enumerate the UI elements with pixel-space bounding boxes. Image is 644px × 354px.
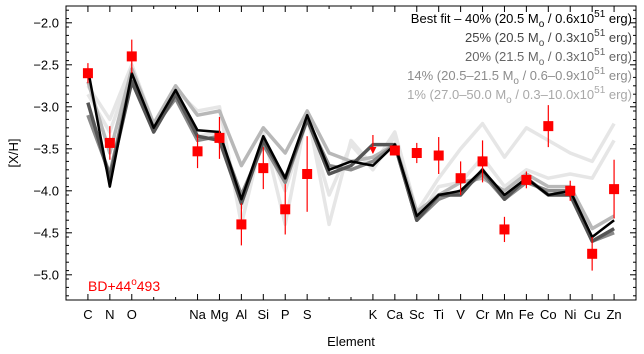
legend-text: erg) — [605, 11, 632, 26]
x-tick-label-C: C — [83, 307, 92, 322]
x-tick-label-Cu: Cu — [584, 307, 601, 322]
data-point-7 — [280, 204, 291, 215]
x-tick-label-Si: Si — [258, 307, 270, 322]
y-tick-label: −3.0 — [33, 99, 59, 114]
legend-entry-0: Best fit – 40% (20.5 Mo / 0.6x1051 erg) — [411, 9, 632, 30]
data-point-19 — [587, 248, 598, 259]
x-tick-label-Mn: Mn — [495, 307, 513, 322]
x-tick-label-Ca: Ca — [387, 307, 404, 322]
legend-text: 1% (27.0–50.0 M — [407, 87, 506, 102]
x-tick-label-Na: Na — [189, 307, 206, 322]
annotation-superscript: o — [131, 277, 137, 288]
annotation-text: BD+44 — [88, 278, 131, 294]
y-tick-label: −3.5 — [33, 141, 59, 156]
data-point-0 — [82, 68, 93, 79]
legend-text: erg) — [605, 49, 632, 64]
legend-entry-1: 25% (20.5 Mo / 0.3x1051 erg) — [465, 28, 632, 49]
data-point-6 — [258, 163, 269, 174]
x-tick-label-Fe: Fe — [519, 307, 534, 322]
x-axis-title: Element — [327, 334, 375, 349]
x-tick-label-P: P — [281, 307, 290, 322]
y-tick-labels: −2.0 −2.5 −3.0 −3.5 −4.0 −4.5 −5.0 — [33, 15, 59, 282]
legend-text: erg) — [605, 87, 632, 102]
y-tick-label: −2.0 — [33, 15, 59, 30]
x-tick-label-K: K — [369, 307, 378, 322]
legend-entry-2: 20% (21.5 Mo / 0.3x1051 erg) — [465, 47, 632, 68]
y-tick-label: −5.0 — [33, 267, 59, 282]
data-point-2 — [126, 51, 137, 62]
data-point-10 — [389, 145, 400, 156]
x-tick-label-Ni: Ni — [564, 307, 576, 322]
legend-text: / 0.3x10 — [544, 30, 594, 45]
legend-superscript: 51 — [594, 9, 606, 20]
data-point-20 — [609, 184, 620, 195]
legend-entry-3: 14% (20.5–21.5 Mo / 0.6–0.9x1051 erg) — [407, 66, 632, 87]
legend-text: 14% (20.5–21.5 M — [407, 68, 513, 83]
data-point-1 — [104, 137, 115, 148]
y-tick-label: −2.5 — [33, 57, 59, 72]
data-point-3 — [192, 146, 203, 157]
legend-subscript: o — [513, 76, 519, 87]
legend-superscript: 51 — [594, 66, 606, 77]
upper-limit-arrow-9 — [369, 147, 377, 154]
x-tick-label-Zn: Zn — [606, 307, 621, 322]
x-tick-label-N: N — [105, 307, 114, 322]
x-tick-label-Co: Co — [540, 307, 557, 322]
x-tick-label-Cr: Cr — [476, 307, 490, 322]
legend-subscript: o — [539, 19, 545, 30]
data-point-4 — [214, 132, 225, 143]
legend-text: 25% (20.5 M — [465, 30, 539, 45]
legend-superscript: 51 — [594, 47, 606, 58]
y-tick-label: −4.5 — [33, 225, 59, 240]
annotation-text: 493 — [137, 278, 161, 294]
data-point-5 — [236, 219, 247, 230]
legend-entry-4: 1% (27.0–50.0 Mo / 0.3–10.0x1051 erg) — [407, 85, 632, 106]
legend-superscript: 51 — [594, 28, 606, 39]
legend-text: Best fit – 40% (20.5 M — [411, 11, 539, 26]
observation-group — [82, 39, 620, 271]
data-point-14 — [477, 156, 488, 167]
x-tick-label-S: S — [303, 307, 312, 322]
legend-text: / 0.6–0.9x10 — [519, 68, 594, 83]
x-tick-label-Sc: Sc — [409, 307, 425, 322]
data-point-17 — [543, 121, 554, 132]
x-tick-label-V: V — [456, 307, 465, 322]
legend-subscript: o — [539, 57, 545, 68]
data-point-18 — [565, 185, 576, 196]
axis-ticks — [66, 6, 636, 300]
data-point-12 — [433, 150, 444, 161]
legend-text: erg) — [605, 30, 632, 45]
star-name-annotation: BD+44o493 — [88, 277, 160, 294]
legend-subscript: o — [539, 38, 545, 49]
data-point-15 — [499, 224, 510, 235]
legend: Best fit – 40% (20.5 Mo / 0.6x1051 erg)2… — [407, 9, 632, 106]
model-series-group — [86, 63, 616, 243]
legend-text: / 0.3–10.0x10 — [512, 87, 594, 102]
x-tick-label-Mg: Mg — [210, 307, 228, 322]
data-point-11 — [411, 148, 422, 158]
x-tick-label-Ti: Ti — [434, 307, 444, 322]
data-point-16 — [521, 174, 532, 185]
x-tick-label-Al: Al — [236, 307, 248, 322]
legend-superscript: 51 — [594, 85, 606, 96]
legend-text: / 0.3x10 — [544, 49, 594, 64]
legend-subscript: o — [506, 95, 512, 106]
y-tick-label: −4.0 — [33, 183, 59, 198]
x-tick-labels: C N O Na Mg Al Si P S K Ca Sc Ti V Cr Mn Fe Co Ni Cu Zn — [83, 307, 621, 322]
y-axis-title: [X/H] — [6, 139, 21, 168]
data-point-13 — [455, 173, 466, 184]
x-tick-label-O: O — [127, 307, 137, 322]
legend-text: 20% (21.5 M — [465, 49, 539, 64]
legend-text: / 0.6x10 — [544, 11, 594, 26]
legend-text: erg) — [605, 68, 632, 83]
data-point-8 — [302, 169, 313, 179]
